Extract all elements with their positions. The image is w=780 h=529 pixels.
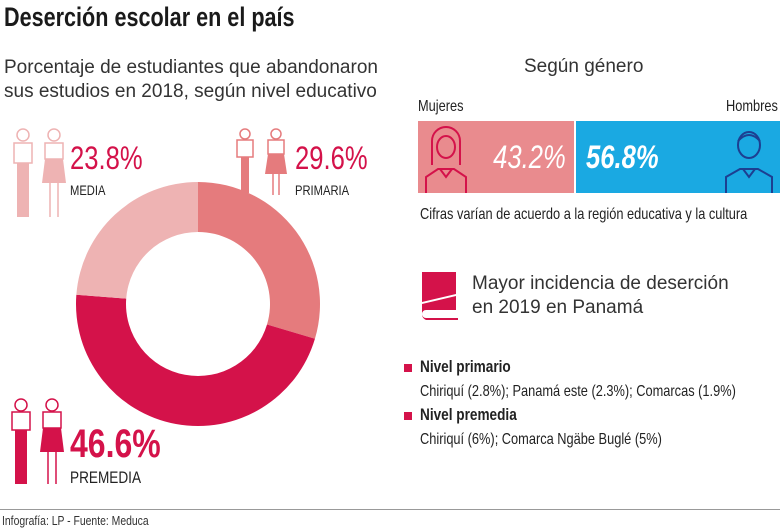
donut-slice-media (76, 182, 198, 299)
media-label: MEDIA (70, 182, 106, 198)
media-percent: 23.8% (70, 140, 143, 176)
women-bar: 43.2% (418, 121, 574, 193)
incidence-heading: Nivel primario (420, 357, 511, 376)
donut-slice-premedia (76, 294, 315, 426)
incidence-title-line: Mayor incidencia de deserción (472, 273, 729, 294)
primaria-percent: 29.6% (295, 140, 368, 176)
men-percent: 56.8% (586, 139, 659, 175)
woman-icon (425, 126, 467, 193)
men-bar: 56.8% (576, 121, 780, 193)
donut-slice-primaria (198, 182, 320, 339)
page-title: Deserción escolar en el país (4, 2, 295, 32)
bullet-icon (404, 364, 412, 372)
students-icon-premedia (11, 398, 64, 484)
premedia-percent: 46.6% (70, 422, 161, 466)
incidence-text: Chiriquí (2.8%); Panamá este (2.3%); Com… (420, 383, 736, 400)
chart-subtitle: Porcentaje de estudiantes que abandonaro… (4, 56, 378, 104)
women-label: Mujeres (418, 98, 464, 115)
women-percent: 43.2% (493, 139, 566, 175)
donut-chart (76, 182, 320, 426)
footer-divider (0, 509, 780, 510)
primaria-label: PRIMARIA (295, 182, 350, 198)
footer-credit: Infografía: LP - Fuente: Meduca (2, 513, 149, 528)
bullet-icon (404, 412, 412, 420)
subtitle-line: Porcentaje de estudiantes que abandonaro… (4, 57, 378, 78)
men-label: Hombres (726, 98, 778, 115)
book-icon (421, 272, 458, 320)
man-icon (725, 131, 773, 193)
students-icon-primaria (236, 128, 287, 195)
premedia-label: PREMEDIA (70, 468, 142, 487)
subtitle-line: sus estudios en 2018, según nivel educat… (4, 81, 377, 102)
gender-title: Según género (524, 56, 644, 77)
incidence-title-line: en 2019 en Panamá (472, 297, 644, 318)
incidence-text: Chiriquí (6%); Comarca Ngäbe Buglé (5%) (420, 431, 662, 448)
incidence-heading: Nivel premedia (420, 405, 517, 424)
students-icon-media (13, 128, 66, 217)
incidence-title: Mayor incidencia de deserción en 2019 en… (472, 272, 729, 320)
gender-caption: Cifras varían de acuerdo a la región edu… (420, 206, 748, 223)
